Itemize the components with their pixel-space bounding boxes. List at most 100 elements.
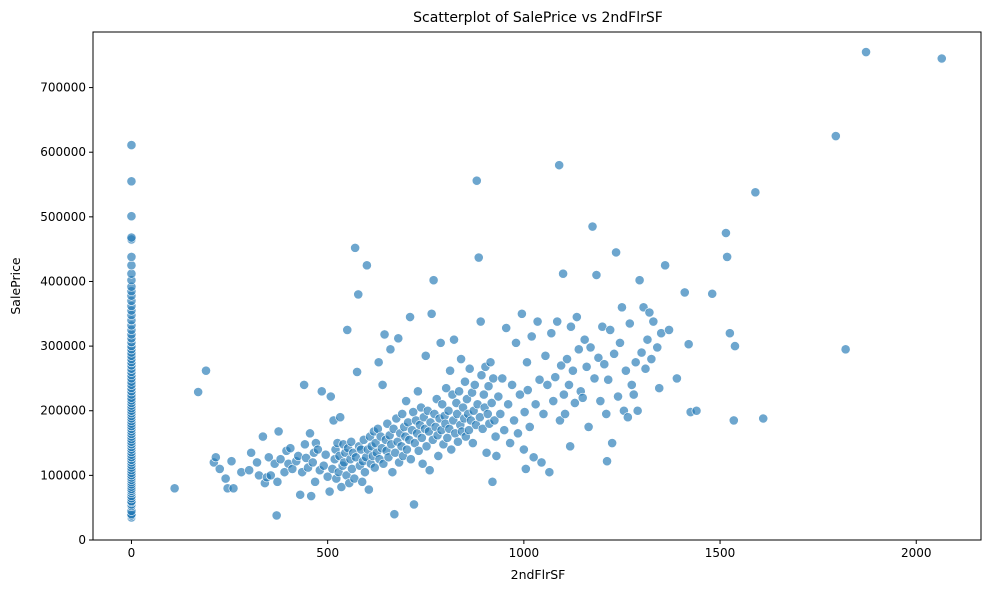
scatter-point: [581, 361, 592, 372]
scatter-point: [246, 447, 257, 458]
scatter-point: [613, 391, 623, 402]
scatter-point: [546, 328, 557, 339]
scatter-point: [509, 415, 519, 426]
scatter-point: [593, 352, 604, 363]
y-tick-label: 500000: [40, 210, 86, 224]
scatter-point: [609, 348, 620, 359]
scatter-point: [433, 451, 444, 461]
chart-title: Scatterplot of SalePrice vs 2ndFlrSF: [413, 10, 663, 26]
scatter-point: [402, 444, 412, 455]
scatter-point: [316, 386, 327, 397]
scatter-point: [320, 449, 331, 460]
scatter-point: [405, 312, 415, 322]
scatter-point: [435, 337, 446, 348]
scatter-point: [336, 482, 347, 492]
scatter-point: [126, 268, 137, 279]
scatter-point: [840, 344, 851, 355]
x-tick-label: 500: [316, 546, 339, 560]
x-tick-label: 2000: [901, 546, 932, 560]
scatter-point: [671, 373, 682, 384]
scatter-point: [445, 365, 455, 376]
scatter-point: [534, 374, 545, 385]
scatter-point: [353, 289, 364, 300]
scatter-point: [325, 391, 336, 402]
scatter-point: [263, 452, 274, 463]
scatter-point: [664, 325, 674, 335]
scatter-point: [476, 370, 487, 381]
scatter-point: [595, 396, 606, 406]
scatter-point: [471, 175, 482, 186]
scatter-point: [477, 423, 488, 434]
scatter-point: [379, 329, 390, 340]
scatter-point: [324, 486, 335, 497]
scatter-point: [285, 443, 296, 454]
scatter-point: [299, 439, 310, 450]
scatter-point: [377, 379, 388, 390]
scatter-point: [490, 431, 501, 442]
scatter-point: [473, 252, 484, 263]
scatter-point: [169, 483, 180, 494]
scatter-point: [562, 354, 572, 364]
scatter-point: [728, 415, 739, 426]
scatter-point: [528, 452, 539, 463]
scatter-point: [443, 405, 454, 416]
scatter-point: [126, 211, 137, 222]
scatter-point: [679, 287, 690, 298]
scatter-point: [299, 379, 310, 390]
scatter-point: [458, 402, 468, 413]
scatter-point: [565, 441, 576, 452]
scatter-point: [555, 415, 565, 426]
scatter-point: [758, 413, 769, 424]
scatter-point: [467, 438, 478, 448]
scatter-point: [571, 312, 582, 322]
scatter-point: [577, 392, 588, 403]
scatter-point: [513, 428, 523, 439]
scatter-point: [409, 438, 420, 448]
scatter-point: [936, 53, 947, 64]
scatter-point: [542, 379, 553, 390]
scatter-point: [456, 354, 466, 364]
scatter-point: [469, 379, 480, 390]
scatter-point: [420, 350, 431, 361]
scatter-point: [488, 373, 499, 384]
scatter-point: [312, 444, 323, 455]
scatter-point: [378, 458, 389, 469]
scatter-point: [437, 399, 448, 410]
scatter-point: [603, 374, 614, 385]
scatter-point: [273, 426, 284, 437]
scatter-point: [416, 432, 427, 443]
x-tick-label: 0: [128, 546, 136, 560]
scatter-point: [518, 444, 529, 455]
scatter-point: [220, 473, 231, 484]
scatter-point: [503, 399, 514, 410]
y-tick-label: 600000: [40, 145, 86, 159]
scatter-point: [306, 491, 317, 501]
scatter-point: [540, 350, 551, 361]
scatter-point: [357, 476, 368, 487]
scatter-point: [382, 418, 393, 429]
scatter-point: [478, 389, 489, 400]
scatter-point: [388, 423, 399, 434]
scatter-point: [548, 396, 559, 406]
x-axis-label: 2ndFlrSF: [511, 567, 566, 582]
scatter-point: [611, 247, 621, 258]
scatter-point: [449, 334, 459, 345]
scatter-point: [591, 270, 602, 280]
scatter-point: [417, 458, 428, 469]
scatter-point: [487, 476, 498, 487]
scatter-point: [265, 470, 276, 481]
scatter-point: [626, 379, 637, 390]
scatter-point: [360, 467, 370, 478]
y-tick-label: 400000: [40, 274, 86, 288]
scatter-point: [691, 405, 702, 416]
scatter-point: [252, 457, 262, 468]
scatter-point: [369, 462, 380, 473]
scatter-point: [413, 386, 423, 397]
x-tick-label: 1000: [509, 546, 540, 560]
scatter-point: [587, 221, 598, 232]
scatter-point: [272, 476, 283, 487]
scatter-point: [464, 363, 475, 374]
scatter-point: [426, 308, 437, 319]
scatter-point: [126, 176, 137, 187]
scatter-point: [483, 381, 494, 392]
